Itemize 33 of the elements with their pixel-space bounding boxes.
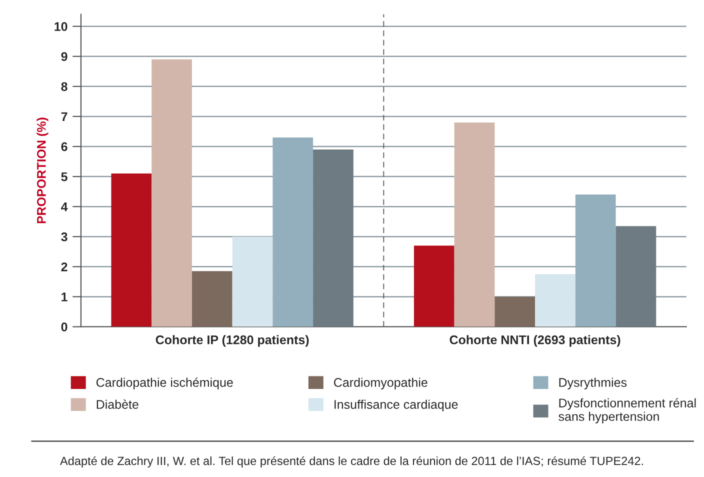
y-tick-label: 10 — [54, 22, 68, 31]
x-tick-label: Cohorte IP (1280 patients) — [156, 335, 309, 347]
legend-label: Cardiomyopathie — [334, 378, 428, 390]
legend-label: Dysrythmies — [559, 378, 627, 390]
bar — [232, 236, 273, 327]
bar — [313, 150, 354, 327]
bar — [575, 194, 616, 327]
bar — [111, 174, 152, 327]
y-tick-label: 2 — [61, 262, 68, 272]
x-tick-label: Cohorte NNTI (2693 patients) — [450, 335, 620, 347]
legend-label: Diabète — [96, 400, 138, 409]
legend-label: Cardiopathie ischémique — [96, 378, 233, 390]
y-tick-label: 3 — [61, 232, 68, 242]
bar — [454, 122, 495, 327]
y-tick-label: 8 — [61, 82, 68, 92]
bar — [535, 274, 576, 327]
y-tick-label: 1 — [62, 292, 68, 302]
bar — [616, 226, 656, 327]
text: Adapté de Zachry III, W. et al. Tel que présenté dans le cadre de la réunion de 2011 de l’IAS; résumé TUPE242. — [60, 456, 643, 468]
y-axis-title: PROPORTION (%) — [36, 118, 48, 224]
y-tick-label: 4 — [61, 202, 68, 212]
bar — [272, 137, 314, 327]
y-tick-label: 9 — [61, 52, 68, 62]
bar — [494, 296, 536, 327]
bar — [152, 59, 192, 327]
y-tick-label: 5 — [61, 172, 68, 182]
y-tick-label: 7 — [61, 112, 68, 121]
bar — [192, 271, 232, 327]
legend-label: Insuffisance cardiaque — [334, 400, 458, 412]
y-tick-label: 0 — [61, 322, 68, 332]
bar — [414, 246, 454, 327]
legend-label: Dysfonctionnement rénal sans hypertension — [558, 398, 696, 424]
y-tick-label: 6 — [61, 142, 68, 152]
